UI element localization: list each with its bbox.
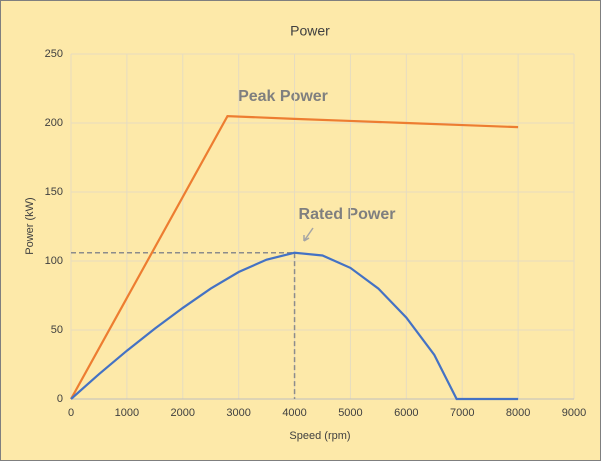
series-line <box>70 114 519 400</box>
x-tick-label: 1000 <box>115 407 139 419</box>
x-axis-label: Speed (rpm) <box>289 430 350 442</box>
y-axis-label: Power (kW) <box>24 197 36 254</box>
y-tick-label: 150 <box>45 186 63 198</box>
y-tick-label: 0 <box>57 393 63 405</box>
x-tick-label: 7000 <box>450 407 474 419</box>
x-tick-label: 0 <box>68 407 74 419</box>
x-tick-label: 3000 <box>226 407 250 419</box>
y-tick-label: 200 <box>45 117 63 129</box>
reference-line <box>71 251 296 399</box>
annotation-arrow <box>303 227 314 242</box>
chart-title: Power <box>290 23 330 39</box>
y-tick-label: 50 <box>51 324 63 336</box>
annotation: Rated Power <box>299 206 396 223</box>
y-tick-label: 100 <box>45 255 63 267</box>
x-tick-label: 4000 <box>282 407 306 419</box>
x-tick-label: 2000 <box>171 407 195 419</box>
x-tick-label: 8000 <box>506 407 530 419</box>
x-tick-label: 9000 <box>562 407 586 419</box>
x-tick-label: 5000 <box>338 407 362 419</box>
y-tick-label: 250 <box>45 48 63 60</box>
x-tick-label: 6000 <box>394 407 418 419</box>
annotation: Peak Power <box>238 88 328 105</box>
series-line <box>70 251 519 401</box>
